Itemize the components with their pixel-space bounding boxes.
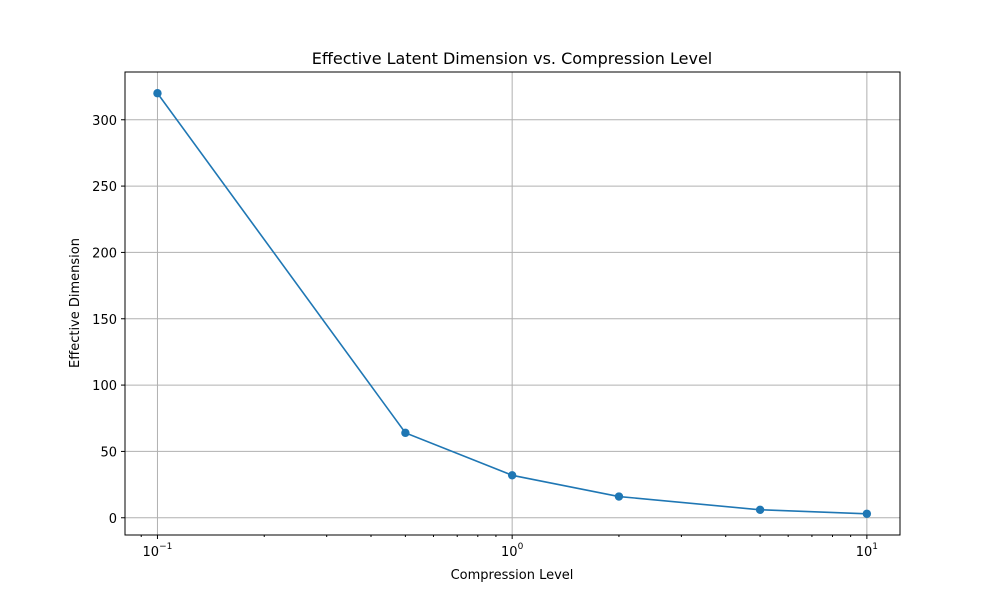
chart-title: Effective Latent Dimension vs. Compressi… — [312, 49, 712, 68]
x-tick-label-exponent: 0 — [518, 542, 524, 552]
x-tick-label-exponent: 1 — [872, 542, 878, 552]
x-axis-label: Compression Level — [451, 568, 574, 583]
data-point — [862, 509, 872, 518]
x-tick-label-base: 10 — [143, 545, 160, 560]
y-tick-label: 200 — [92, 246, 117, 261]
y-tick-label: 250 — [92, 180, 117, 195]
x-tick-label-base: 10 — [501, 545, 518, 560]
data-point — [614, 492, 624, 501]
grid-lines — [125, 72, 900, 535]
data-point — [755, 505, 765, 514]
y-tick-label: 300 — [92, 114, 117, 129]
axis-ticks — [121, 119, 868, 539]
y-tick-label: 150 — [92, 313, 117, 328]
data-point — [507, 471, 517, 480]
series-layer — [153, 89, 872, 518]
x-tick-label: 101 — [856, 542, 878, 560]
y-tick-label: 100 — [92, 379, 117, 394]
series-line — [156, 92, 867, 515]
x-tick-label: 100 — [501, 542, 524, 560]
x-tick-label-exponent: −1 — [159, 542, 172, 552]
data-point — [401, 428, 410, 438]
y-tick-label: 0 — [109, 512, 117, 527]
x-tick-label-base: 10 — [856, 545, 873, 560]
y-tick-label: 50 — [100, 445, 117, 460]
data-point — [153, 89, 162, 98]
y-axis-label: Effective Dimension — [68, 238, 83, 368]
x-tick-label: 10−1 — [143, 542, 173, 560]
